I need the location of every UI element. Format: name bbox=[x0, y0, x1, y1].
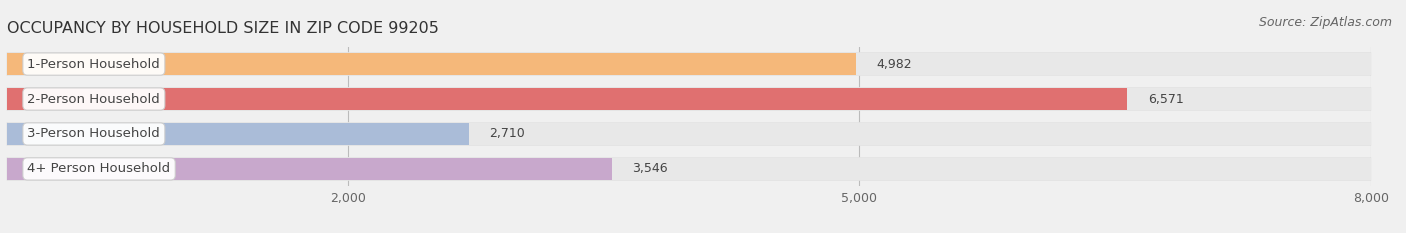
Text: 2-Person Household: 2-Person Household bbox=[28, 93, 160, 106]
Bar bbox=[7, 53, 856, 75]
Bar bbox=[7, 88, 1128, 110]
Text: 4,982: 4,982 bbox=[877, 58, 912, 71]
FancyBboxPatch shape bbox=[7, 123, 1371, 145]
FancyBboxPatch shape bbox=[7, 88, 1371, 111]
Text: Source: ZipAtlas.com: Source: ZipAtlas.com bbox=[1258, 16, 1392, 29]
Bar bbox=[7, 123, 1371, 145]
Text: 3-Person Household: 3-Person Household bbox=[28, 127, 160, 140]
Text: OCCUPANCY BY HOUSEHOLD SIZE IN ZIP CODE 99205: OCCUPANCY BY HOUSEHOLD SIZE IN ZIP CODE … bbox=[7, 21, 439, 36]
Text: 4+ Person Household: 4+ Person Household bbox=[28, 162, 170, 175]
Text: 1-Person Household: 1-Person Household bbox=[28, 58, 160, 71]
Text: 3,546: 3,546 bbox=[633, 162, 668, 175]
Text: 2,710: 2,710 bbox=[489, 127, 526, 140]
FancyBboxPatch shape bbox=[7, 52, 1371, 75]
Bar bbox=[7, 158, 1371, 180]
Text: 6,571: 6,571 bbox=[1147, 93, 1184, 106]
Bar bbox=[7, 53, 1371, 75]
Bar bbox=[7, 88, 1371, 110]
Bar bbox=[7, 158, 612, 180]
FancyBboxPatch shape bbox=[7, 158, 1371, 181]
Bar bbox=[7, 123, 470, 145]
